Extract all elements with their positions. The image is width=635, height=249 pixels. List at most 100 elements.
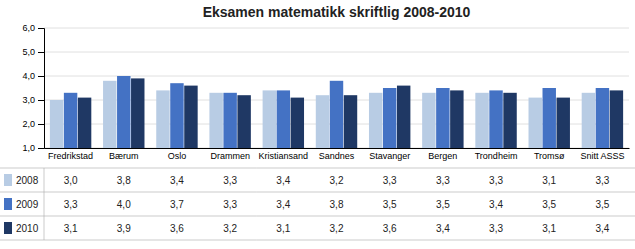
table-value: 3,5	[542, 199, 556, 210]
x-tick-label: Trondheim	[475, 151, 518, 161]
bar	[209, 93, 222, 148]
table-value: 3,5	[436, 199, 450, 210]
bar-series	[64, 76, 609, 148]
x-tick: Sandnes	[319, 151, 355, 161]
table-value: 3,5	[595, 199, 609, 210]
table-rule	[0, 192, 635, 193]
table-separator	[44, 168, 45, 240]
grid-line	[44, 52, 629, 53]
table-value: 3,2	[330, 223, 344, 234]
bar	[503, 93, 516, 148]
legend-label: 2010	[16, 223, 39, 234]
table-value: 3,4	[436, 223, 450, 234]
bar	[529, 98, 542, 148]
bars	[50, 76, 623, 148]
y-tick: 2,0	[22, 119, 44, 129]
y-tick-label: 5,0	[22, 47, 35, 57]
x-tick-label: Tromsø	[534, 151, 565, 161]
table-value: 3,1	[542, 223, 556, 234]
bar	[316, 95, 329, 148]
x-tick-label: Sandnes	[319, 151, 355, 161]
table-rule	[0, 240, 635, 241]
x-tick: Bergen	[428, 151, 457, 161]
bar	[156, 90, 169, 148]
x-tick-label: Fredrikstad	[48, 151, 93, 161]
table-value: 3,3	[595, 175, 609, 186]
axis-domain	[38, 29, 45, 149]
x-tick-label: Bærum	[109, 151, 139, 161]
bar	[489, 90, 502, 148]
bar	[64, 93, 77, 148]
y-tick-mark	[38, 52, 44, 53]
bar	[50, 100, 63, 148]
bar	[369, 93, 382, 148]
table-value: 3,1	[542, 175, 556, 186]
bar	[170, 83, 183, 148]
table-value: 3,3	[223, 175, 237, 186]
x-tick: Trondheim	[475, 151, 518, 161]
grid-line	[44, 28, 629, 29]
y-tick-label: 2,0	[22, 119, 35, 129]
bar	[330, 81, 343, 148]
bar	[582, 93, 595, 148]
y-tick: 4,0	[22, 71, 44, 81]
x-tick: Drammen	[210, 151, 250, 161]
y-tick: 3,0	[22, 95, 44, 105]
table-value: 3,3	[489, 175, 503, 186]
chart-title: Eksamen matematikk skriftlig 2008-2010	[203, 4, 471, 20]
table-value: 3,4	[276, 175, 290, 186]
x-tick-label: Drammen	[210, 151, 250, 161]
x-tick: Stavanger	[369, 151, 410, 161]
bar	[291, 98, 304, 148]
chart-svg: Eksamen matematikk skriftlig 2008-2010 1,…	[0, 0, 635, 249]
table-value: 3,4	[276, 199, 290, 210]
bar	[436, 88, 449, 148]
axis-domain	[45, 148, 630, 149]
table-value: 3,3	[489, 223, 503, 234]
x-tick: Bærum	[109, 151, 139, 161]
table-value: 3,1	[276, 223, 290, 234]
table-value: 3,4	[489, 199, 503, 210]
bar	[78, 98, 91, 148]
bar	[277, 90, 290, 148]
x-tick-label: Stavanger	[369, 151, 410, 161]
y-tick-mark	[38, 148, 44, 149]
x-tick-label: Snitt ASSS	[580, 151, 624, 161]
x-axis: Fredrikstad Bærum Oslo Drammen Kristiansand S…	[45, 149, 630, 162]
grid-line	[44, 76, 629, 77]
table-value: 4,0	[117, 199, 131, 210]
legend-swatch	[4, 174, 12, 186]
table-value: 3,3	[383, 175, 397, 186]
bar	[397, 86, 410, 148]
x-tick-label: Bergen	[428, 151, 457, 161]
table-value: 3,9	[117, 223, 131, 234]
y-tick-label: 1,0	[22, 143, 35, 153]
bar	[450, 90, 463, 148]
table-value: 3,6	[170, 223, 184, 234]
table-value: 3,6	[383, 223, 397, 234]
table-value: 3,0	[64, 175, 78, 186]
table-rule	[0, 216, 635, 217]
table-value: 3,4	[170, 175, 184, 186]
y-tick-mark	[38, 100, 44, 101]
y-tick: 5,0	[22, 47, 44, 57]
y-tick-mark	[38, 28, 44, 29]
bar	[103, 81, 116, 148]
x-tick: Oslo	[168, 151, 187, 161]
bar	[237, 95, 250, 148]
table-value: 3,8	[330, 199, 344, 210]
bar	[184, 86, 197, 148]
bar	[383, 88, 396, 148]
bar	[422, 93, 435, 148]
x-tick: Kristiansand	[259, 151, 309, 161]
data-table: 20083,03,83,43,33,43,23,33,33,33,13,3200…	[0, 168, 635, 240]
table-value: 3,4	[595, 223, 609, 234]
bar	[543, 88, 556, 148]
x-tick-label: Oslo	[168, 151, 187, 161]
table-value: 3,2	[223, 223, 237, 234]
bar	[557, 98, 570, 148]
x-tick: Tromsø	[534, 151, 565, 161]
table-value: 3,3	[223, 199, 237, 210]
bar	[610, 90, 623, 148]
bar	[223, 93, 236, 148]
